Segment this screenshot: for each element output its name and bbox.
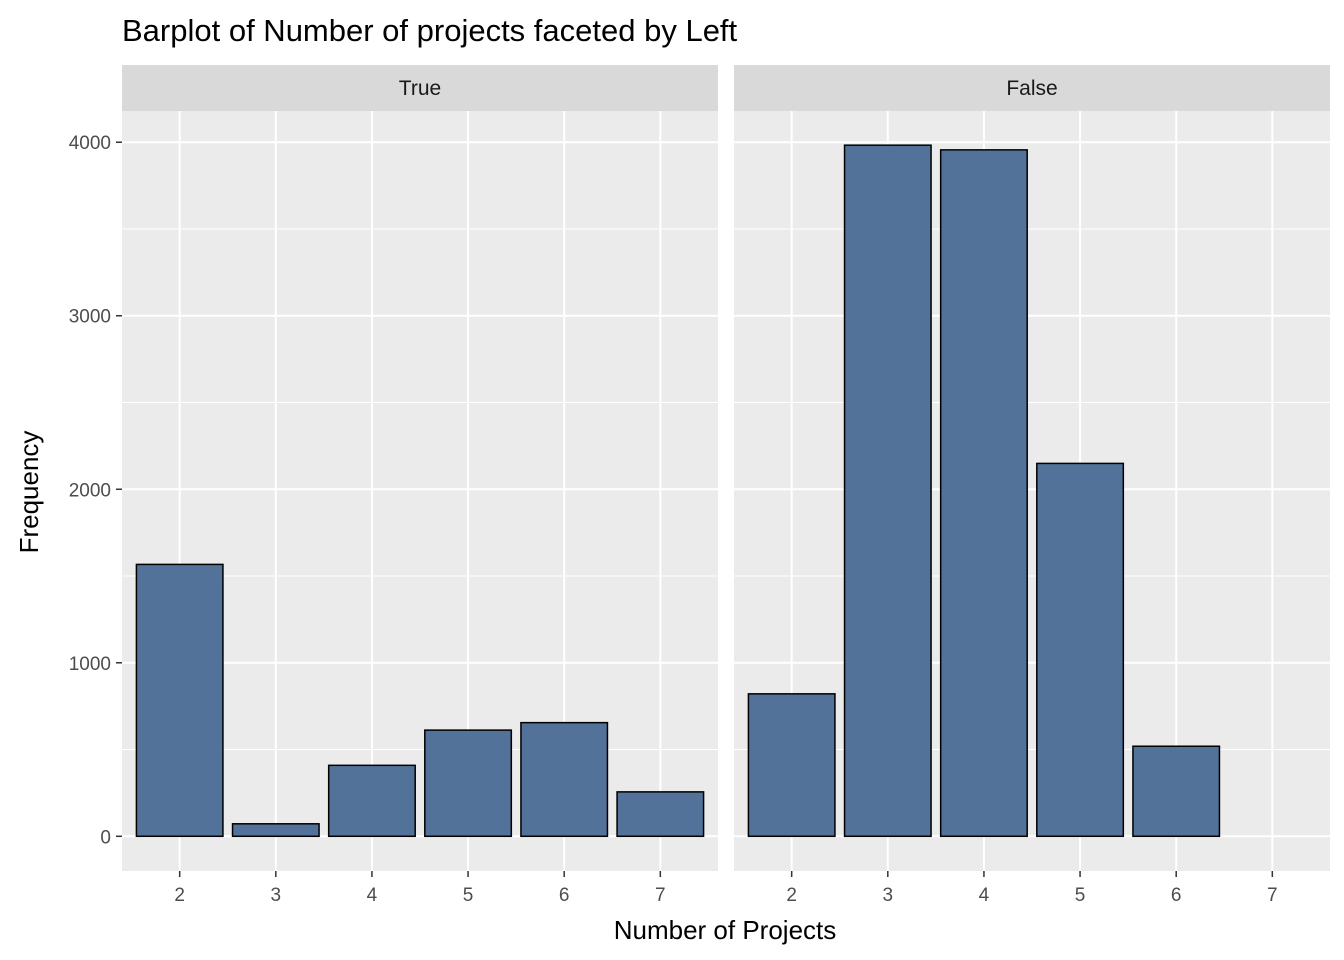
x-tick-label: 2 (786, 885, 797, 906)
facet-false: False 2 3 4 5 6 7 (734, 65, 1330, 906)
bar-true-5 (424, 729, 513, 838)
bar-true-2 (135, 563, 224, 838)
y-axis-title: Frequency (14, 431, 44, 554)
y-axis: 0 1000 2000 3000 4000 (69, 133, 122, 848)
y-tick-label: 2000 (69, 480, 111, 501)
facet-strip-label: True (399, 77, 441, 100)
x-tick-label: 6 (559, 885, 570, 906)
bar-false-3 (843, 144, 932, 838)
y-tick-label: 0 (100, 827, 111, 848)
facet-strip-label: False (1006, 77, 1057, 100)
chart-title: Barplot of Number of projects faceted by… (122, 13, 738, 48)
x-tick-label: 5 (463, 885, 474, 906)
bar-false-5 (1036, 462, 1125, 838)
facet-panels: True 2 3 4 5 6 7 False 2 3 4 5 6 7 0 1000 2000 3000 4000 (69, 65, 1330, 906)
bar-true-7 (616, 791, 705, 838)
x-tick-label: 7 (1267, 885, 1278, 906)
bar-true-4 (327, 764, 416, 838)
bar-false-2 (747, 693, 836, 838)
x-tick-label: 7 (655, 885, 666, 906)
x-tick-label: 3 (271, 885, 282, 906)
bar-false-6 (1132, 745, 1221, 838)
x-tick-label: 4 (979, 885, 990, 906)
x-axis-title: Number of Projects (614, 915, 837, 945)
y-tick-label: 1000 (69, 654, 111, 675)
facet-true: True 2 3 4 5 6 7 (122, 65, 718, 906)
y-tick-label: 3000 (69, 307, 111, 328)
x-tick-label: 4 (367, 885, 378, 906)
bar-true-3 (231, 823, 320, 838)
bar-false-4 (939, 149, 1028, 838)
facet-strip (734, 65, 1330, 111)
bar-true-6 (520, 721, 609, 838)
x-tick-label: 2 (174, 885, 185, 906)
x-tick-label: 3 (883, 885, 894, 906)
facet-strip (122, 65, 718, 111)
x-tick-label: 5 (1075, 885, 1086, 906)
y-tick-label: 4000 (69, 133, 111, 154)
x-tick-label: 6 (1171, 885, 1182, 906)
